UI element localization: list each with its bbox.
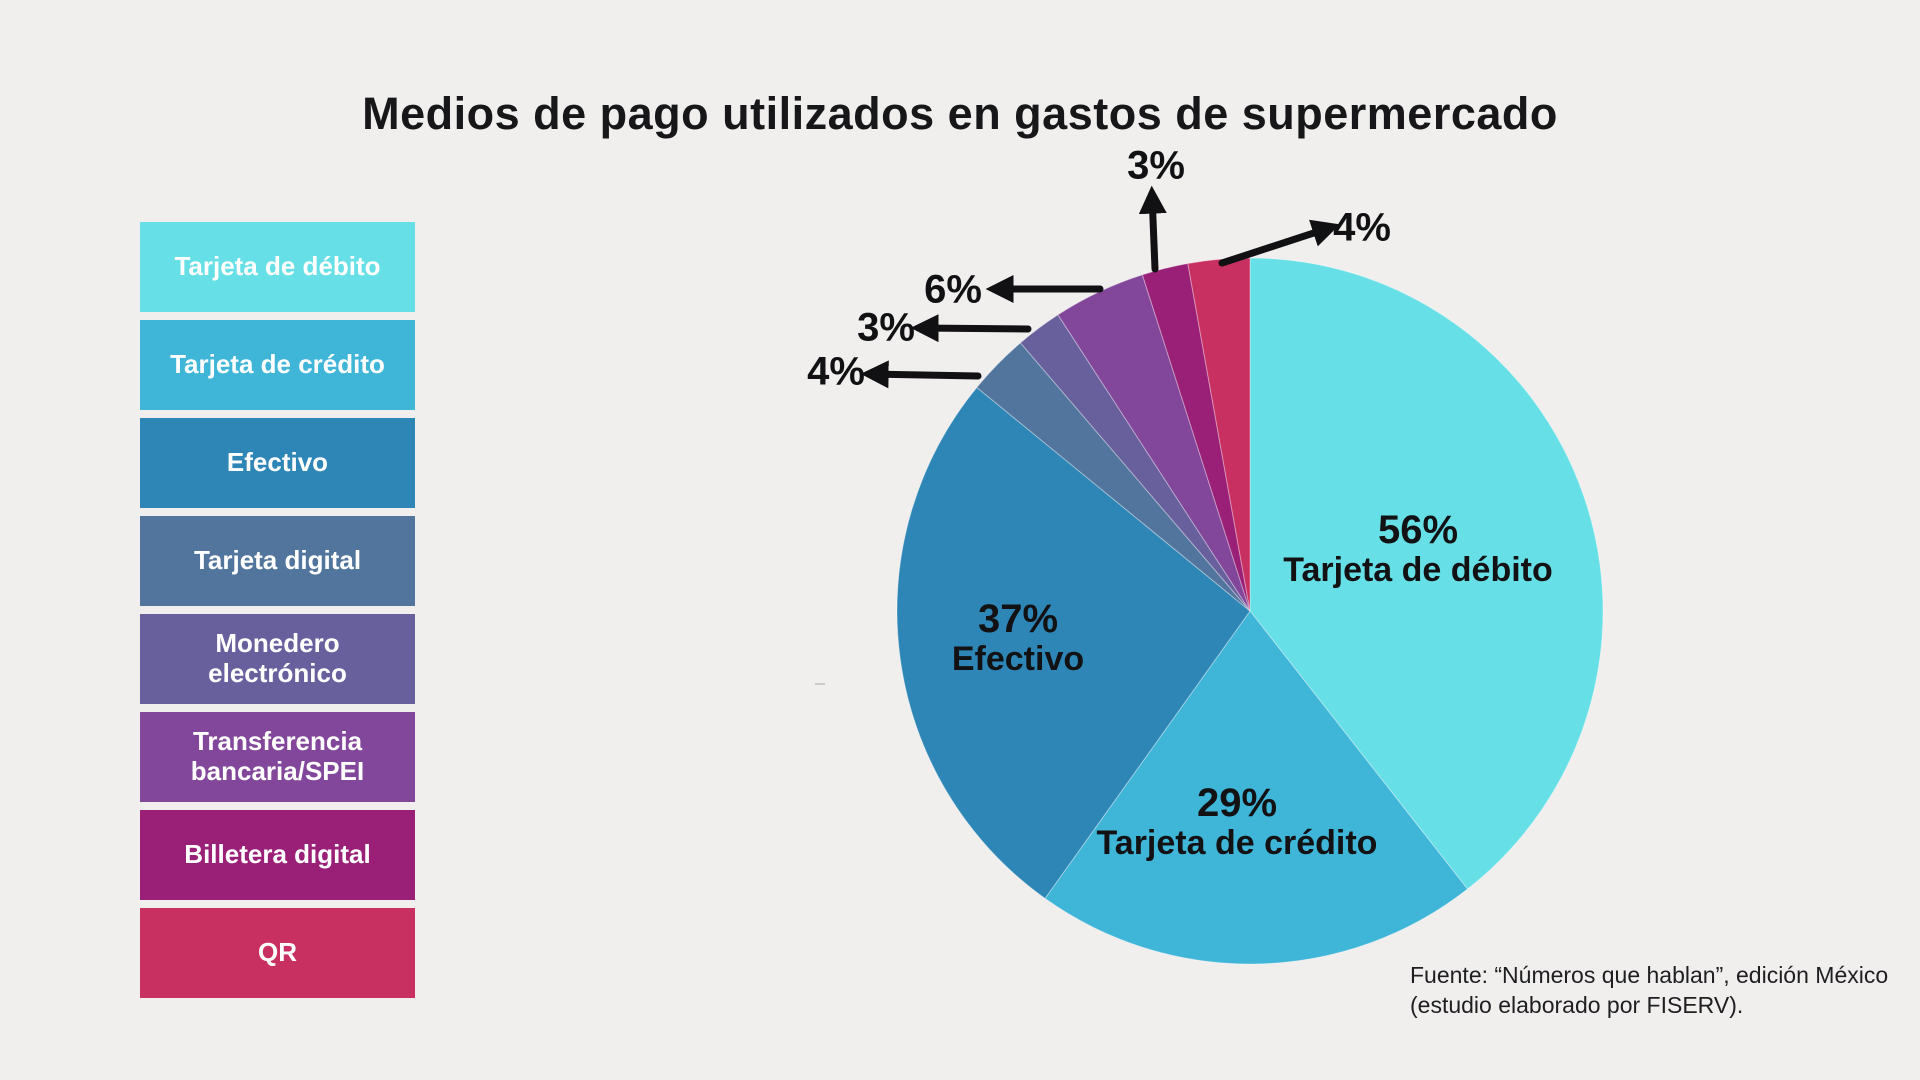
legend-item-tarjeta-digital: Tarjeta digital xyxy=(140,516,415,606)
label-efectivo: 37% Efectivo xyxy=(952,598,1084,678)
pie-slice-billetera-digital xyxy=(1141,262,1251,612)
legend: Tarjeta de débito Tarjeta de crédito Efe… xyxy=(140,222,415,998)
source-note: Fuente: “Números que hablan”, edición Mé… xyxy=(1410,960,1890,1020)
label-tarjeta-credito-name: Tarjeta de crédito xyxy=(1096,824,1378,862)
legend-item-billetera: Billetera digital xyxy=(140,810,415,900)
legend-item-tarjeta-credito: Tarjeta de crédito xyxy=(140,320,415,410)
chart-title: Medios de pago utilizados en gastos de s… xyxy=(362,88,1558,140)
pie-slice-tarjeta-de-d-bito xyxy=(1249,257,1604,890)
label-efectivo-pct: 37% xyxy=(977,597,1059,641)
stray-mark xyxy=(815,683,825,685)
callout-transferencia: 6% xyxy=(924,267,982,312)
pie-slice-monedero-electr-nico xyxy=(1019,314,1251,612)
label-tarjeta-debito-name: Tarjeta de débito xyxy=(1283,551,1553,589)
label-tarjeta-credito-pct: 29% xyxy=(1196,781,1278,825)
pie-chart xyxy=(896,257,1604,965)
label-tarjeta-debito-pct: 56% xyxy=(1377,508,1459,552)
legend-item-transferencia: Transferencia bancaria/SPEI xyxy=(140,712,415,802)
legend-item-monedero: Monedero electrónico xyxy=(140,614,415,704)
pie-slice-efectivo xyxy=(896,386,1251,900)
callout-billetera: 3% xyxy=(1127,143,1185,188)
source-line-2: (estudio elaborado por FISERV). xyxy=(1410,992,1744,1018)
source-line-1: Fuente: “Números que hablan”, edición Mé… xyxy=(1410,962,1889,988)
legend-item-qr: QR xyxy=(140,908,415,998)
legend-item-efectivo: Efectivo xyxy=(140,418,415,508)
callout-qr: 4% xyxy=(1333,205,1391,250)
label-tarjeta-credito: 29% Tarjeta de crédito xyxy=(1097,782,1378,862)
pie-svg xyxy=(896,257,1604,965)
legend-item-tarjeta-debito: Tarjeta de débito xyxy=(140,222,415,312)
callout-monedero: 3% xyxy=(857,305,915,350)
callout-tarjeta-digital: 4% xyxy=(807,349,865,394)
pie-slice-tarjeta-de-cr-dito xyxy=(1044,610,1469,965)
pie-slice-tarjeta-digital xyxy=(976,342,1251,612)
label-tarjeta-debito: 56% Tarjeta de débito xyxy=(1283,509,1553,589)
label-efectivo-name: Efectivo xyxy=(951,640,1085,678)
